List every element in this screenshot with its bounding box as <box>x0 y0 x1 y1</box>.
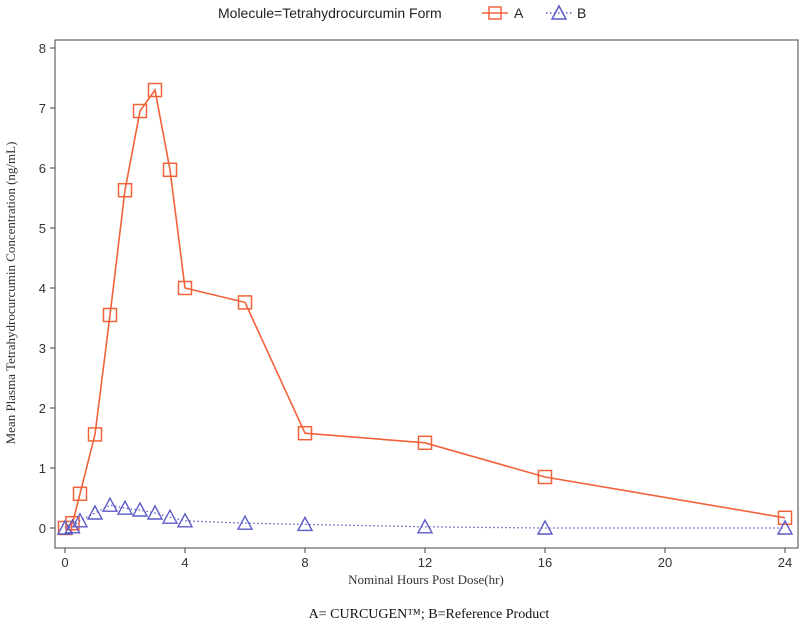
data-point-b <box>101 496 119 512</box>
y-tick-label: 8 <box>39 41 46 56</box>
data-point-a <box>72 486 88 502</box>
x-tick-label: 20 <box>658 555 672 570</box>
legend: Molecule=Tetrahydrocurcumin Form A B <box>218 4 586 21</box>
y-tick-label: 2 <box>39 401 46 416</box>
data-point-b <box>71 512 89 528</box>
y-tick-label: 6 <box>39 161 46 176</box>
plot-area <box>54 39 799 549</box>
data-point-a <box>297 425 313 441</box>
legend-item-a: A <box>482 5 524 21</box>
data-point-a <box>417 435 433 451</box>
data-point-a <box>237 295 253 310</box>
data-point-b <box>131 501 149 517</box>
data-point-b <box>296 515 314 532</box>
series-a <box>57 82 793 536</box>
data-point-b <box>416 518 434 534</box>
series-layer <box>56 82 794 536</box>
x-axis-label: Nominal Hours Post Dose(hr) <box>348 572 504 587</box>
data-point-a <box>162 162 178 178</box>
legend-marker-a <box>488 6 502 20</box>
data-point-a <box>537 469 553 485</box>
legend-title: Molecule=Tetrahydrocurcumin Form <box>218 5 442 21</box>
data-point-a <box>87 427 103 442</box>
data-point-a <box>777 510 793 526</box>
data-point-a <box>117 182 133 198</box>
legend-marker-b <box>550 4 568 20</box>
y-tick-label: 0 <box>39 521 46 536</box>
y-axis-label: Mean Plasma Tetrahydrocurcumin Concentra… <box>3 142 18 445</box>
y-tick-label: 3 <box>39 341 46 356</box>
x-axis: 0 4 8 12 16 20 24 <box>61 548 792 570</box>
data-point-a <box>132 103 148 119</box>
x-tick-label: 4 <box>181 555 188 570</box>
y-tick-label: 4 <box>39 281 46 296</box>
data-point-b <box>161 508 179 524</box>
legend-label-b: B <box>577 5 586 21</box>
series-b <box>56 496 794 535</box>
y-tick-label: 7 <box>39 101 46 116</box>
y-axis: 0 1 2 3 4 5 6 7 8 <box>39 41 55 536</box>
x-tick-label: 24 <box>778 555 792 570</box>
data-point-b <box>86 504 104 520</box>
data-point-b <box>116 499 134 515</box>
series-line-a <box>64 88 786 529</box>
data-point-a <box>177 280 193 296</box>
chart-caption: A= CURCUGEN™; B=Reference Product <box>309 607 550 622</box>
data-point-b <box>236 514 254 530</box>
legend-label-a: A <box>514 5 524 21</box>
legend-item-b: B <box>546 4 586 21</box>
x-tick-label: 12 <box>418 555 432 570</box>
data-point-b <box>776 519 794 535</box>
data-point-b <box>536 519 554 535</box>
x-tick-label: 8 <box>301 555 308 570</box>
series-line-b <box>64 504 785 529</box>
data-point-b <box>146 504 164 520</box>
data-point-a <box>102 307 118 323</box>
y-tick-label: 5 <box>39 221 46 236</box>
data-point-b <box>176 512 194 528</box>
data-point-a <box>147 82 163 98</box>
y-tick-label: 1 <box>39 461 46 476</box>
x-tick-label: 16 <box>538 555 552 570</box>
x-tick-label: 0 <box>61 555 68 570</box>
